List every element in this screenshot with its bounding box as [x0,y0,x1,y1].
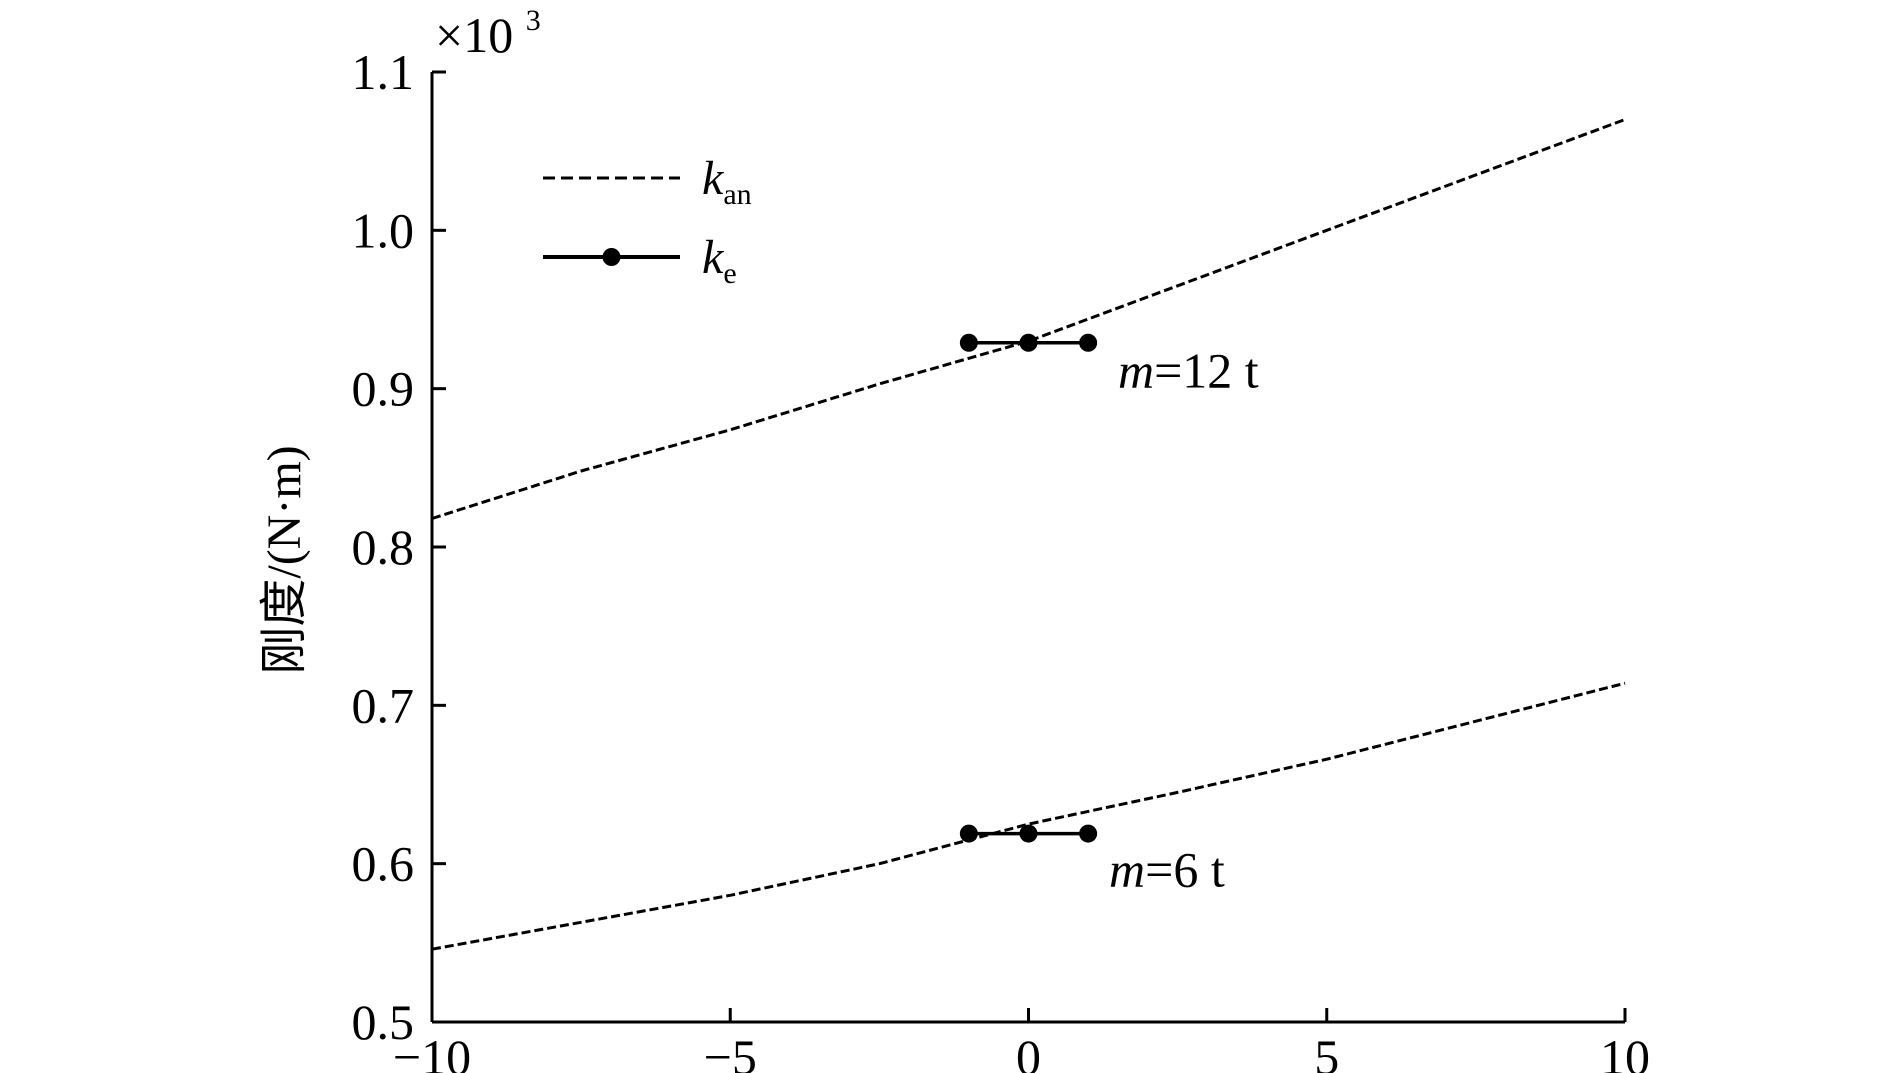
annotation-symbol: m [1118,343,1154,399]
mass-annotation: m=6 t [1109,841,1225,897]
x-axis-ticks: −10 −5 0 5 10 [393,1008,1650,1073]
series-point-k-e [1019,333,1038,352]
x-tick-label: 0 [1016,1029,1041,1073]
series-line-k-an [431,118,1626,520]
legend-symbol: k [702,152,725,205]
y-multiplier-exponent: 3 [526,4,541,37]
y-axis-label: 刚度/(N·m) [258,445,311,674]
series-point-k-e [1019,824,1038,843]
x-tick-label: 10 [1600,1029,1650,1073]
y-tick-label: 0.5 [352,994,415,1050]
mass-annotation: m=12 t [1118,343,1259,399]
y-tick-label: 0.6 [352,836,415,892]
annotation-value: =12 t [1154,343,1259,399]
annotation-value: =6 t [1145,841,1225,897]
annotations: m=12 tm=6 t [1109,343,1259,898]
series-point-k-e [959,333,978,352]
annotation-symbol: m [1109,841,1145,897]
series-line-k-an [431,681,1626,951]
legend-label: ke [702,231,737,290]
y-tick-label: 0.9 [352,361,415,417]
series-point-k-e [1079,824,1098,843]
axes [430,72,1625,1024]
legend-label: kan [702,152,752,211]
legend-symbol: k [702,231,725,284]
y-axis-ticks: 0.5 0.6 0.7 0.8 0.9 1.0 1.1 [352,44,446,1050]
x-tick-label: −5 [704,1029,757,1073]
x-tick-label: 5 [1314,1029,1339,1073]
plot-series [431,118,1626,951]
series-point-k-e [959,824,978,843]
legend-subscript: e [723,257,736,290]
legend-subscript: an [723,178,751,211]
y-tick-label: 0.7 [352,677,415,733]
y-multiplier-base: ×10 [435,7,513,63]
y-tick-label: 0.8 [352,519,415,575]
legend-marker-k-e [602,248,621,266]
y-tick-label: 1.1 [352,44,415,100]
x-tick-label: −10 [393,1029,471,1073]
y-tick-label: 1.0 [352,202,415,258]
y-multiplier: ×10 3 [435,4,541,63]
series-point-k-e [1079,333,1098,352]
